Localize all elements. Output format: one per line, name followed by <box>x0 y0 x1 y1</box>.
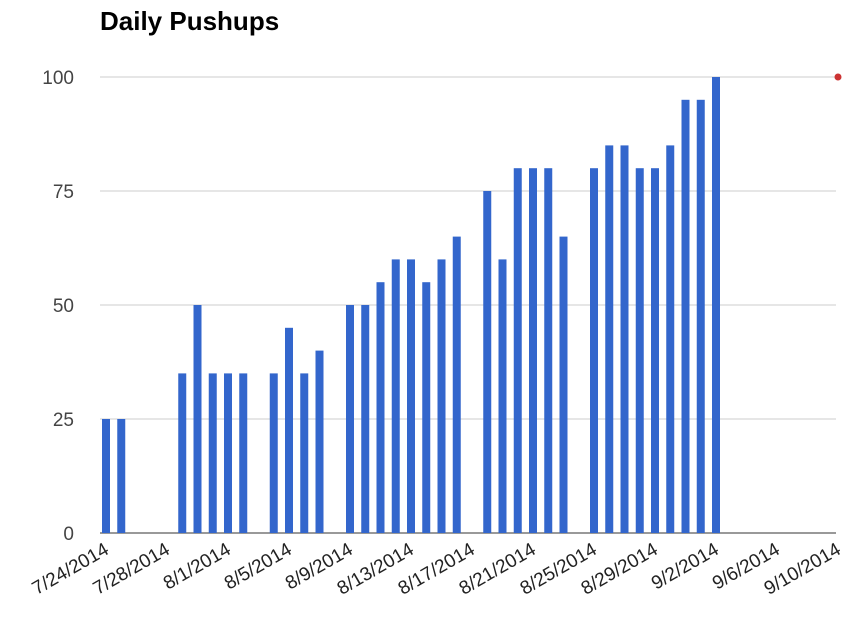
bar <box>635 168 644 533</box>
bar <box>117 419 126 533</box>
bar <box>102 419 110 533</box>
bar <box>712 77 720 533</box>
bar <box>361 305 370 533</box>
bar <box>193 305 202 533</box>
bar <box>666 145 675 533</box>
bar <box>437 259 446 533</box>
bar <box>529 168 537 533</box>
x-tick-label: 8/1/2014 <box>160 539 235 594</box>
bar <box>224 373 232 533</box>
bar <box>269 373 278 533</box>
bar <box>285 327 293 533</box>
y-tick-label: 75 <box>53 182 74 203</box>
bar <box>483 191 492 533</box>
y-tick-label: 50 <box>53 296 74 317</box>
bar <box>559 236 568 533</box>
y-tick-label: 0 <box>63 524 74 545</box>
bar <box>376 282 385 533</box>
bar <box>315 350 324 533</box>
bar <box>346 305 354 533</box>
bar <box>605 145 614 533</box>
bar <box>452 236 461 533</box>
data-point <box>834 73 842 81</box>
bar <box>422 282 431 533</box>
bar <box>178 373 187 533</box>
bar <box>300 373 309 533</box>
bar <box>651 168 659 533</box>
bar <box>208 373 217 533</box>
y-tick-label: 25 <box>53 410 74 431</box>
bar <box>391 259 400 533</box>
x-tick-label: 9/2/2014 <box>648 539 723 594</box>
bar <box>620 145 629 533</box>
bar <box>544 168 553 533</box>
y-tick-label: 100 <box>42 68 74 89</box>
bar <box>696 99 705 534</box>
x-tick-label: 8/5/2014 <box>221 539 296 594</box>
bar <box>239 373 248 533</box>
bar <box>681 99 690 534</box>
chart-title: Daily Pushups <box>100 6 280 36</box>
bar <box>590 168 598 533</box>
bar <box>513 168 522 533</box>
bar <box>498 259 507 533</box>
bar <box>407 259 415 533</box>
